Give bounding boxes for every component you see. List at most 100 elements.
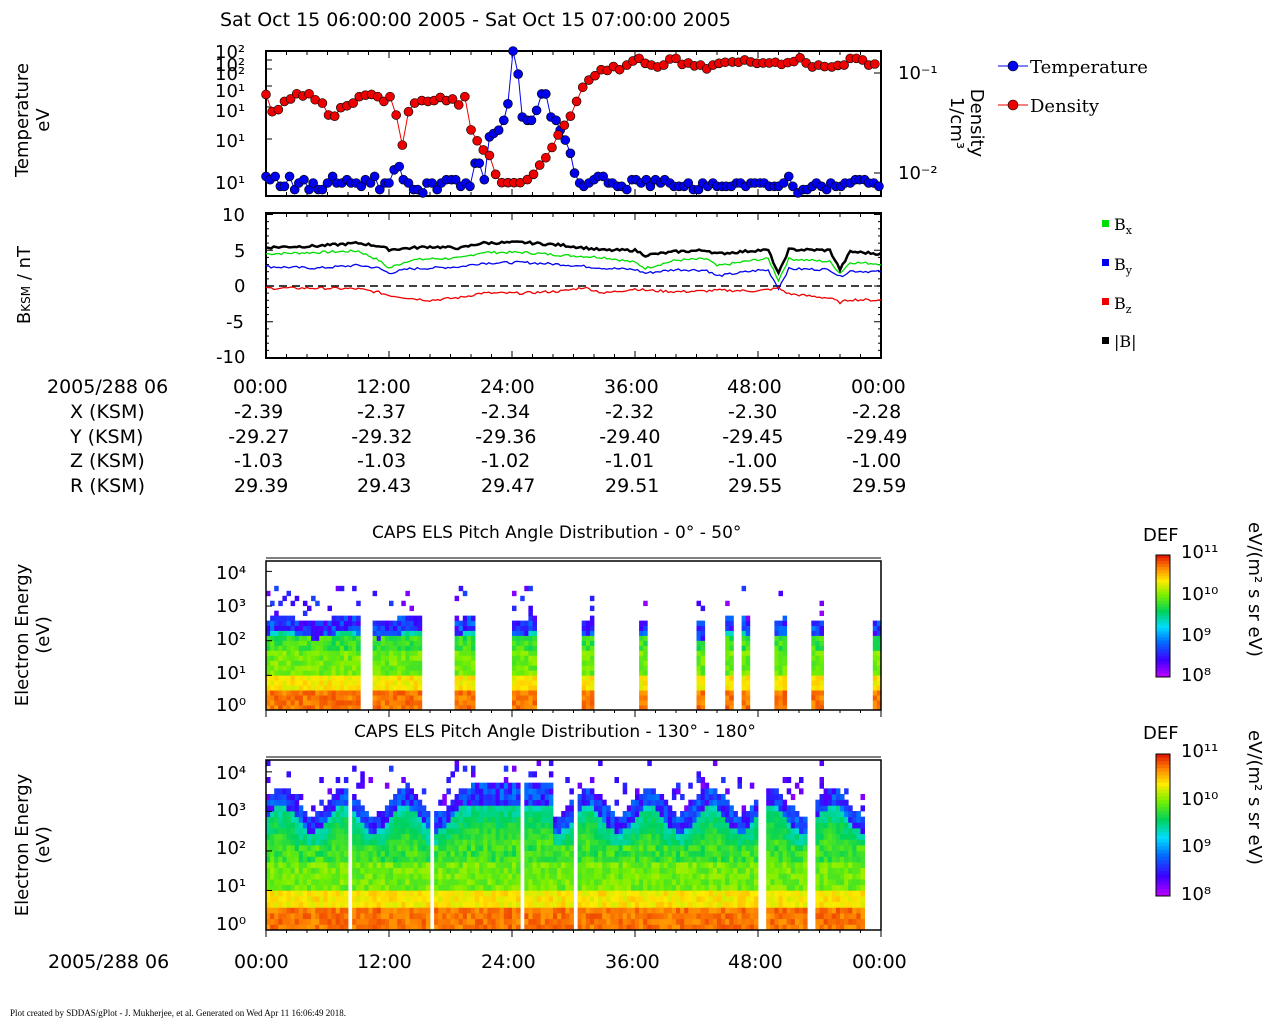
- spectrogram-cell: [585, 650, 591, 656]
- spectrogram-cell: [286, 640, 291, 646]
- spectrogram-cell: [487, 788, 492, 795]
- spectrogram-cell: [393, 924, 398, 931]
- spectrogram-cell: [278, 828, 283, 835]
- spectrogram-cell: [663, 918, 669, 925]
- spectrogram-cell: [335, 645, 341, 651]
- spectrogram-cell: [770, 788, 775, 795]
- spectrogram-cell: [581, 635, 587, 641]
- spectrogram-cell: [393, 665, 398, 671]
- spectrogram-cell: [389, 635, 394, 641]
- spectrogram-cell: [548, 924, 554, 931]
- spectrogram-cell: [409, 924, 414, 931]
- spectrogram-cell: [602, 850, 607, 857]
- spectrogram-cell: [450, 845, 455, 852]
- spectrogram-cell: [282, 850, 287, 857]
- spectrogram-cell: [594, 811, 599, 818]
- spectrogram-cell: [454, 640, 460, 646]
- spectrogram-cell: [803, 833, 808, 840]
- spectrogram-cell: [450, 862, 455, 869]
- spectrogram-cell: [840, 907, 845, 914]
- spectrogram-cell: [471, 771, 476, 778]
- spectrogram-cell: [565, 839, 570, 846]
- spectrogram-cell: [294, 856, 300, 863]
- spectrogram-cell: [606, 901, 611, 908]
- spectrogram-cell: [397, 805, 402, 812]
- spectrogram-cell: [741, 640, 747, 646]
- spectrogram-cell: [876, 635, 882, 641]
- spectrogram-cell: [343, 828, 349, 835]
- spectrogram-cell: [487, 901, 492, 908]
- spectrogram-cell: [819, 924, 824, 931]
- spectrogram-cell: [323, 896, 328, 903]
- spectrogram-cell: [589, 665, 595, 671]
- spectrogram-cell: [389, 896, 394, 903]
- spectrogram-cell: [778, 705, 783, 711]
- spectrogram-cell: [327, 828, 332, 835]
- spectrogram-cell: [479, 867, 484, 874]
- spectrogram-cell: [438, 873, 443, 880]
- spectrogram-cell: [339, 856, 345, 863]
- spectrogram-cell: [696, 680, 701, 686]
- spectrogram-cell: [700, 907, 706, 914]
- spectrogram-cell: [827, 918, 833, 925]
- spectrogram-cell: [844, 890, 849, 897]
- spectrogram-cell: [401, 685, 406, 691]
- spectrogram-cell: [409, 816, 414, 823]
- spectrogram-cell: [397, 665, 402, 671]
- spectrogram-cell: [286, 630, 291, 636]
- spectrogram-cell: [794, 850, 800, 857]
- spectrogram-cell: [339, 680, 345, 686]
- spectrogram-cell: [729, 867, 734, 874]
- spectrogram-cell: [745, 924, 751, 931]
- spectrogram-cell: [364, 845, 369, 852]
- spectrogram-cell: [606, 867, 611, 874]
- spectrogram-cell: [778, 625, 783, 631]
- spectrogram-cell: [782, 907, 788, 914]
- spectrogram-cell: [622, 896, 628, 903]
- spectrogram-cell: [516, 901, 521, 908]
- spectrogram-cell: [401, 695, 406, 701]
- spectrogram-cell: [876, 705, 882, 711]
- spectrogram-cell: [335, 913, 341, 920]
- spectrogram-cell: [745, 650, 751, 656]
- spectrogram-cell: [360, 901, 365, 908]
- spectrogram-cell: [741, 615, 747, 621]
- spectrogram-cell: [503, 890, 509, 897]
- spectrogram-cell: [389, 884, 394, 891]
- spectrogram-cell: [696, 635, 701, 641]
- spectrogram-cell: [376, 700, 382, 706]
- spectrogram-cell: [803, 867, 808, 874]
- spectrogram-cell: [782, 685, 788, 691]
- spectrogram-cell: [458, 839, 464, 846]
- spectrogram-cell: [454, 839, 460, 846]
- spectrogram-cell: [393, 640, 398, 646]
- spectrogram-cell: [528, 610, 533, 617]
- spectrogram-cell: [782, 620, 788, 626]
- spectrogram-cell: [639, 907, 644, 914]
- spectrogram-cell: [512, 850, 517, 857]
- spectrogram-cell: [311, 670, 316, 676]
- spectrogram-cell: [487, 873, 492, 880]
- spectrogram-cell: [737, 924, 742, 931]
- spectrogram-cell: [401, 670, 406, 676]
- spectrogram-cell: [372, 695, 378, 701]
- spectrogram-cell: [311, 620, 316, 626]
- spectrogram-cell: [409, 856, 414, 863]
- spectrogram-cell: [622, 879, 628, 886]
- spectrogram-cell: [606, 924, 611, 931]
- spectrogram-cell: [421, 907, 427, 914]
- spectrogram-cell: [323, 665, 328, 671]
- spectrogram-cell: [606, 839, 611, 846]
- spectrogram-cell: [368, 867, 373, 874]
- legend-density-marker: [1007, 99, 1019, 111]
- spectrogram-cell: [491, 794, 496, 801]
- spectrogram-cell: [544, 822, 550, 829]
- spectrogram-cell: [495, 901, 501, 908]
- spectrogram-cell: [446, 845, 451, 852]
- spectrogram-cell: [507, 918, 513, 925]
- spectrogram-cell: [315, 839, 320, 846]
- spectrogram-cell: [512, 640, 517, 646]
- spectrogram-cell: [528, 862, 533, 869]
- spectrogram-cell: [696, 685, 701, 691]
- spectrogram-cell: [376, 685, 382, 691]
